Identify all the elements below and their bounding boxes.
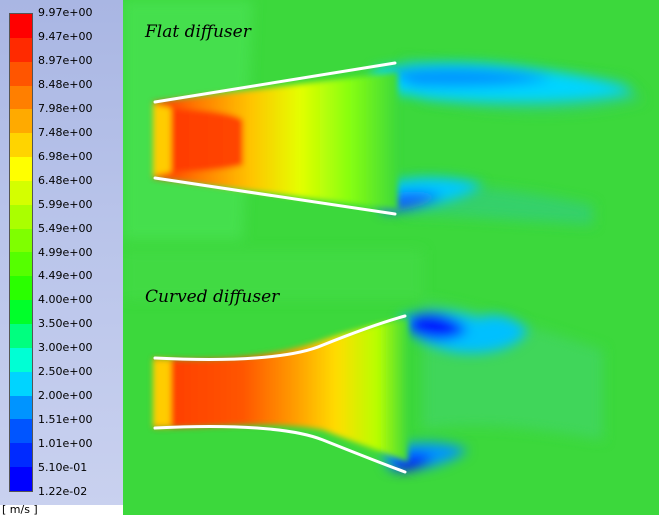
color-swatch	[10, 228, 32, 253]
curved-diffuser-lower-wall	[153, 425, 407, 474]
color-bar	[9, 13, 33, 492]
top-jet	[153, 72, 398, 210]
color-swatch	[10, 180, 32, 205]
legend-tick-label: 3.00e+00	[38, 341, 93, 355]
legend-tick-label: 7.48e+00	[38, 125, 93, 139]
legend-panel	[0, 0, 123, 505]
legend-tick-label: 1.51e+00	[38, 413, 93, 427]
color-swatch	[10, 204, 32, 229]
legend-tick-label: 4.49e+00	[38, 269, 93, 283]
legend-tick-label: 5.10e-01	[38, 461, 88, 475]
color-swatch	[10, 300, 32, 324]
legend-tick-label: 8.97e+00	[38, 53, 93, 67]
legend-tick-label: 6.98e+00	[38, 149, 93, 163]
color-swatch	[10, 61, 32, 86]
legend-tick-label: 7.98e+00	[38, 101, 93, 115]
legend-tick-label: 5.99e+00	[38, 197, 93, 211]
color-swatch	[10, 133, 32, 158]
flat-diffuser-upper-wall	[153, 61, 397, 104]
diffuser-walls	[153, 61, 407, 474]
color-swatch	[10, 85, 32, 110]
legend-tick-label: 1.22e-02	[38, 485, 88, 498]
color-swatch	[10, 109, 32, 134]
unit-label: [ m/s ]	[2, 503, 38, 516]
color-swatch	[10, 276, 32, 301]
color-swatch	[10, 323, 32, 348]
color-swatch	[10, 252, 32, 277]
top-wake	[373, 62, 633, 212]
legend-tick-label: 8.48e+00	[38, 77, 93, 91]
legend-tick-label: 3.50e+00	[38, 317, 93, 331]
curved-diffuser-label: Curved diffuser	[145, 287, 280, 307]
color-swatch	[10, 443, 32, 468]
contour-plot: Flat diffuser Curved diffuser	[123, 0, 659, 515]
legend-tick-label: 4.99e+00	[38, 245, 93, 259]
legend-tick-label: 4.00e+00	[38, 293, 93, 307]
legend-tick-label: 9.97e+00	[38, 6, 93, 19]
curved-diffuser-upper-wall	[153, 314, 407, 361]
color-swatch	[10, 467, 32, 491]
legend-tick-label: 5.49e+00	[38, 221, 93, 235]
flat-diffuser-label: Flat diffuser	[145, 22, 251, 42]
color-legend: 9.97e+00 9.47e+00 8.97e+00 8.48e+00 7.98e+00…	[0, 0, 123, 515]
color-swatch	[10, 37, 32, 62]
color-swatch	[10, 419, 32, 444]
bottom-wake	[383, 311, 528, 471]
legend-tick-label: 2.50e+00	[38, 365, 93, 379]
legend-tick-label: 6.48e+00	[38, 173, 93, 187]
color-swatch	[10, 347, 32, 372]
contour-svg	[123, 0, 659, 515]
legend-tick-label: 2.00e+00	[38, 389, 93, 403]
legend-tick-label: 1.01e+00	[38, 437, 93, 451]
color-swatch	[10, 395, 32, 420]
flat-diffuser-lower-wall	[153, 176, 397, 216]
color-swatch	[10, 371, 32, 396]
color-swatch	[10, 157, 32, 181]
color-swatch	[10, 14, 32, 38]
legend-tick-label: 9.47e+00	[38, 29, 93, 43]
